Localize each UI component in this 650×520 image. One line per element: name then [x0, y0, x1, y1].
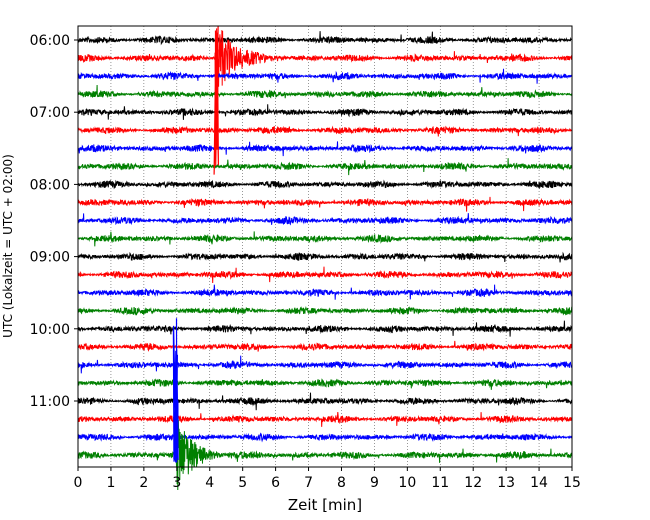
y-axis: 06:00 07:00 08:00 09:00 10:00 11:00: [30, 33, 78, 410]
x-tick-label: 4: [205, 475, 214, 491]
trace-line: [77, 31, 573, 46]
y-tick-label: 08:00: [30, 177, 70, 193]
trace-line: [77, 104, 573, 120]
seismic-traces: [77, 26, 573, 491]
trace-line: [77, 340, 573, 352]
x-tick-label: 11: [431, 475, 449, 491]
y-tick-label: 11:00: [30, 394, 70, 410]
trace-line: [77, 284, 573, 300]
trace-line: [77, 419, 573, 491]
trace-line: [77, 158, 573, 176]
y-tick-label: 06:00: [30, 33, 70, 49]
trace-line: [77, 125, 573, 137]
x-tick-label: 1: [106, 475, 115, 491]
y-tick-label: 07:00: [30, 105, 70, 121]
x-tick-label: 0: [74, 475, 83, 491]
trace-line: [77, 320, 573, 337]
y-axis-label: UTC (Lokalzeit = UTC + 02:00): [1, 154, 15, 338]
plot-frame: [77, 25, 573, 468]
x-tick-label: 12: [464, 475, 482, 491]
trace-line: [77, 355, 573, 374]
trace-line: [77, 392, 573, 411]
trace-line: [77, 196, 573, 212]
event-spike: [213, 26, 219, 175]
trace-line: [77, 378, 573, 390]
x-tick-label: 13: [497, 475, 515, 491]
event-spike: [172, 318, 179, 463]
trace-line: [77, 432, 573, 443]
trace-line: [77, 411, 573, 427]
x-tick-label: 7: [304, 475, 313, 491]
x-tick-label: 3: [172, 475, 181, 491]
x-axis: 0 1 2 3 4 5 6 7 8 9 10 11 12 13 14 15: [74, 467, 581, 491]
trace-line: [77, 68, 573, 84]
x-tick-label: 6: [271, 475, 280, 491]
y-tick-label: 09:00: [30, 250, 70, 266]
x-tick-label: 15: [563, 475, 581, 491]
trace-line: [77, 141, 573, 157]
x-tick-label: 5: [238, 475, 247, 491]
trace-line: [77, 231, 573, 247]
x-tick-label: 9: [370, 475, 379, 491]
x-tick-label: 2: [139, 475, 148, 491]
trace-line: [77, 213, 573, 226]
trace-line: [77, 251, 573, 263]
trace-line: [77, 266, 573, 284]
trace-line: [77, 179, 573, 190]
trace-line: [77, 28, 573, 89]
x-axis-label: Zeit [min]: [288, 496, 362, 514]
x-tick-label: 14: [530, 475, 548, 491]
x-tick-label: 10: [398, 475, 416, 491]
x-tick-label: 8: [337, 475, 346, 491]
y-tick-label: 10:00: [30, 322, 70, 338]
trace-line: [77, 305, 573, 316]
trace-line: [77, 84, 573, 99]
